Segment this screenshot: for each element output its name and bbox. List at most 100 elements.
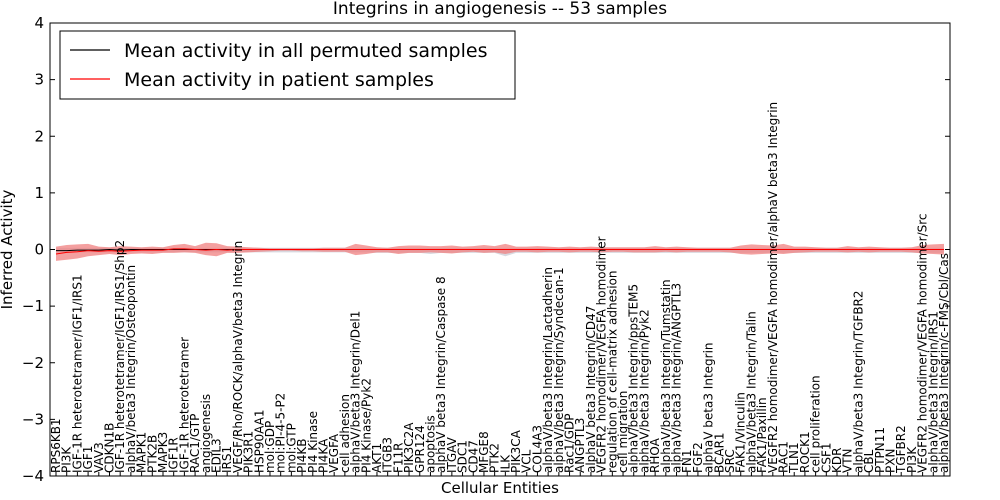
x-tick-label: ROCK1: [798, 431, 812, 473]
x-tick-label: cell migration: [616, 391, 630, 473]
x-tick-label: PI3K: [60, 446, 74, 473]
x-tick-label: alphaV/beta3 Integrin/Talin: [744, 311, 758, 473]
series-line-patient: [55, 248, 944, 255]
y-tick-label: 1: [34, 184, 44, 202]
x-tick-label: KDR: [830, 448, 844, 473]
x-tick-label: alphaV/beta3 Integrin/Del1: [349, 311, 363, 473]
x-tick-label: IGF1: [81, 446, 95, 473]
x-tick-label: SDC1: [456, 440, 470, 473]
x-tick-label: ITGAV: [445, 436, 459, 473]
x-tick-label: alphaV/beta3 Integrin/ANGPTL3: [670, 283, 684, 473]
x-axis-label: Cellular Entities: [441, 479, 559, 497]
x-tick-label: ILK: [498, 454, 512, 473]
x-tick-label: CSF1: [819, 442, 833, 473]
x-tick-label: RHOA: [648, 437, 662, 473]
patient-band: [56, 242, 944, 261]
x-tick-label: VEGFR2 homodimer/VEGFA homodimer/alphaV …: [766, 102, 780, 473]
x-tick-label: FAK1/Paxillin: [755, 397, 769, 473]
x-tick-label: IGF-1R heterotetramer: [177, 337, 191, 473]
x-tick-label: COL4A3: [530, 425, 544, 473]
x-tick-label: PI4KB: [295, 438, 309, 473]
x-tick-label: TGFBR2: [894, 425, 908, 474]
x-tick-label: alphaV beta3 Integrin/Caspase 8: [434, 276, 448, 473]
x-tick-label: alphaV beta3 Integrin/CD47: [584, 306, 598, 473]
x-tick-label: FAK1/Vinculin: [734, 392, 748, 473]
x-tick-label: GPR124: [413, 425, 427, 473]
x-tick-label: ANGPTL3: [573, 418, 587, 473]
x-tick-label: PI3K: [905, 446, 919, 473]
x-tick-label: VEGFR2 homodimer/VEGFA homodimer: [595, 236, 609, 473]
y-tick-label: −3: [22, 410, 44, 428]
x-tick-label: PTK2B: [145, 435, 159, 473]
x-tick-label: PI4 Kinase: [306, 411, 320, 473]
x-tick-label: PIK3CA: [509, 429, 523, 473]
x-tick-label: FN1: [680, 449, 694, 473]
x-tick-label: TLN1: [787, 442, 801, 474]
x-tick-label: ITGB3: [381, 437, 395, 473]
x-tick-label: IGF-1R heterotetramer/IGF1/IRS1/Shp2: [113, 240, 127, 473]
x-tick-label: BCAR1: [712, 432, 726, 473]
x-tick-label: PIK3R1: [242, 431, 256, 473]
x-tick-label: CDKN1B: [102, 423, 116, 473]
x-tick-label: CBL: [862, 449, 876, 473]
x-tick-label: alphaV/beta3 Integrin/ppsTEM5: [627, 284, 641, 473]
x-tick-label: apoptosis: [423, 415, 437, 473]
y-tick-label: −1: [22, 297, 44, 315]
x-tick-label: VAV3: [92, 442, 106, 473]
x-tick-label: Rac1/GDP: [563, 414, 577, 473]
y-axis-label: Inferred Activity: [0, 189, 16, 309]
x-tick-label: regulation of cell-matrix adhesion: [605, 270, 619, 473]
x-tick-label: mol:GTP: [284, 423, 298, 473]
legend: Mean activity in all permuted samples Me…: [59, 30, 516, 100]
x-tick-label: AKT1: [370, 443, 384, 473]
legend-box: [59, 30, 516, 100]
x-tick-label: RAC1/GTP: [188, 414, 202, 473]
y-tick-label: 4: [34, 14, 44, 32]
x-tick-label: VEGF/Rho/ROCK/alphaV/beta3 Integrin: [231, 241, 245, 473]
x-tick-label: VCL: [520, 449, 534, 473]
series-lines: [55, 248, 944, 255]
x-tick-label: alphaV/beta3 Integrin/Osteopontin: [124, 265, 138, 473]
legend-label-permuted: Mean activity in all permuted samples: [124, 40, 487, 62]
x-tick-label: PIK3C2A: [402, 422, 416, 473]
y-tick-label: 0: [34, 241, 44, 259]
x-tick-label: MAPK1: [135, 432, 149, 473]
x-tick-label: MFGE8: [477, 431, 491, 473]
x-tick-label: IRS1: [220, 446, 234, 473]
x-tick-label: alphaV/beta3 Integrin/Tumstatin: [659, 279, 673, 473]
x-tick-label: RAC1: [777, 441, 791, 473]
x-tick-label: VEGFA: [327, 433, 341, 473]
x-tick-label: alphaV/beta3 Integrin/c-FMS/Cbl/Cas: [937, 253, 951, 473]
x-tick-label: IGF1R: [167, 437, 181, 473]
x-tick-label: cell adhesion: [338, 394, 352, 473]
y-tick-label: −4: [22, 467, 44, 485]
x-tick-label: RPS6KB1: [49, 418, 63, 473]
x-tick-label: alphaV/beta3 Integrin/IRS1: [926, 311, 940, 473]
x-tick-label: EDIL3: [209, 438, 223, 473]
x-tick-label: PI4KA: [316, 438, 330, 473]
x-tick-label: FGF2: [691, 442, 705, 473]
x-tick-label: SRC: [723, 449, 737, 473]
x-tick-label: alphaV beta3 Integrin: [702, 342, 716, 473]
x-tick-label: PTK2: [488, 443, 502, 473]
legend-label-patient: Mean activity in patient samples: [124, 69, 434, 91]
x-tick-label: alphaV/beta3 Integrin/TGFBR2: [851, 290, 865, 473]
y-axis-ticks: −4 −3 −2 −1 0 1 2 3 4: [22, 14, 950, 485]
x-tick-label: mol:PI-4-5-P2: [274, 393, 288, 473]
y-tick-label: 2: [34, 127, 44, 145]
x-tick-label: MAPK3: [156, 432, 170, 473]
y-tick-label: 3: [34, 71, 44, 89]
x-tick-label: alphaV/beta3 Integrin/Lactadherin: [541, 267, 555, 473]
x-tick-label: F11R: [391, 442, 405, 473]
y-tick-label: −2: [22, 354, 44, 372]
x-tick-label: IGF-1R heterotetramer/IGF1/IRS1: [70, 274, 84, 473]
x-tick-label: CD47: [466, 440, 480, 473]
x-tick-label: HSP90AA1: [252, 409, 266, 473]
x-tick-label: PXN: [884, 449, 898, 473]
x-tick-label: PI4 Kinase/Pyk2: [359, 378, 373, 473]
plot-frame: [49, 22, 951, 477]
x-tick-label: mol:GDP: [263, 421, 277, 473]
x-tick-label: VEGFR2 homodimer/VEGFA homodimer/Src: [916, 213, 930, 473]
